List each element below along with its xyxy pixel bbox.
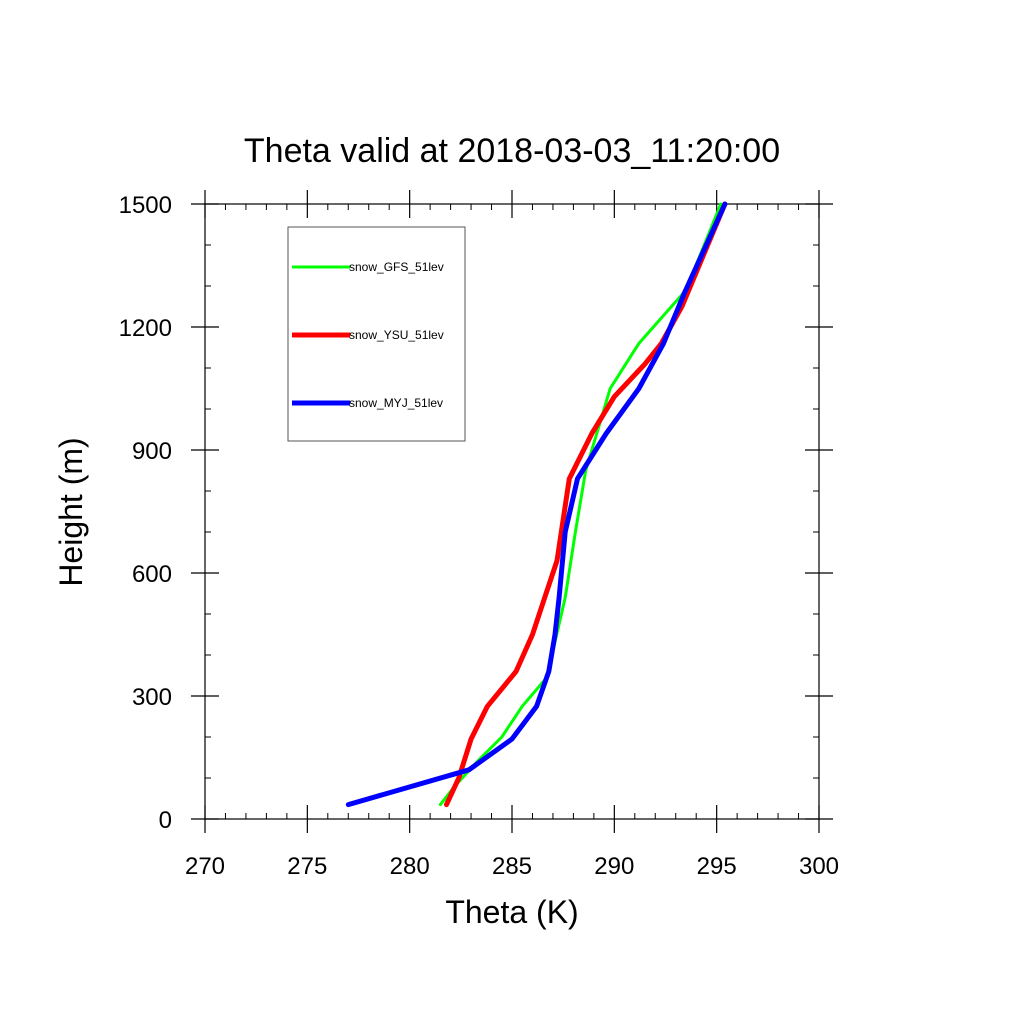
- legend-label-ysu: snow_YSU_51lev: [349, 328, 444, 342]
- y-tick-label: 1200: [119, 315, 172, 342]
- y-tick-label: 0: [159, 807, 172, 834]
- series-lines: [345, 201, 728, 808]
- x-tick-labels: 270 275 280 285 290 295 300: [185, 853, 839, 880]
- x-tick-label: 275: [287, 853, 327, 880]
- y-tick-label: 900: [132, 438, 172, 465]
- y-tick-label: 600: [132, 561, 172, 588]
- series-line-snow-myj-51lev: [345, 201, 728, 808]
- y-tick-label: 300: [132, 684, 172, 711]
- series-line-snow-ysu-51lev: [444, 201, 728, 808]
- legend-label-gfs: snow_GFS_51lev: [349, 260, 444, 274]
- x-tick-label: 280: [390, 853, 430, 880]
- legend: snow_GFS_51lev snow_YSU_51lev snow_MYJ_5…: [287, 226, 466, 442]
- chart-title: Theta valid at 2018-03-03_11:20:00: [244, 132, 780, 170]
- y-axis-label: Height (m): [53, 437, 89, 586]
- x-tick-label: 290: [594, 853, 634, 880]
- legend-label-myj: snow_MYJ_51lev: [349, 396, 443, 410]
- major-ticks: [191, 190, 833, 833]
- x-tick-label: 270: [185, 853, 225, 880]
- y-tick-labels: 0 300 600 900 1200 1500: [119, 192, 172, 834]
- x-tick-label: 300: [799, 853, 839, 880]
- x-axis-label: Theta (K): [445, 894, 578, 930]
- minor-ticks: [205, 204, 819, 819]
- x-tick-label: 285: [492, 853, 532, 880]
- y-tick-label: 1500: [119, 192, 172, 219]
- x-tick-label: 295: [697, 853, 737, 880]
